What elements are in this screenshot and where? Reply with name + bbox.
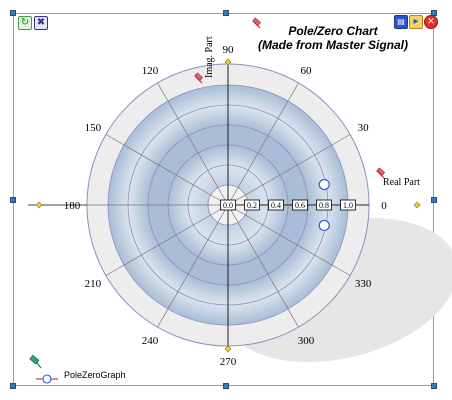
spoke-60 xyxy=(227,82,299,206)
angle-tick-150: 150 xyxy=(85,122,102,134)
axis-end-handle xyxy=(224,345,232,353)
resize-handle-bottom-right[interactable] xyxy=(431,383,437,389)
spoke-120 xyxy=(157,82,229,206)
radial-tick-0.0: 0.0 xyxy=(223,201,233,210)
fit-icon[interactable]: ✖ xyxy=(34,16,48,30)
save-icon[interactable]: ▤ xyxy=(394,15,408,29)
spoke-150 xyxy=(105,134,229,206)
spoke-210 xyxy=(105,204,229,276)
resize-handle-bottom[interactable] xyxy=(223,383,229,389)
spoke-300 xyxy=(227,204,299,328)
angle-tick-300: 300 xyxy=(298,335,315,347)
angle-tick-120: 120 xyxy=(142,65,159,77)
legend-pin-icon xyxy=(29,354,40,365)
resize-handle-top-left[interactable] xyxy=(10,10,16,16)
chart-subtitle: (Made from Master Signal) xyxy=(257,38,409,52)
chart-title: Pole/Zero Chart xyxy=(288,24,378,38)
radial-tick-0.2: 0.2 xyxy=(247,201,257,210)
resize-handle-bottom-left[interactable] xyxy=(10,383,16,389)
spoke-30 xyxy=(227,134,351,206)
pin-icon xyxy=(252,17,262,26)
close-icon[interactable]: ✕ xyxy=(424,15,438,29)
radial-tick-0.8: 0.8 xyxy=(319,201,329,210)
radial-tick-0.6: 0.6 xyxy=(295,201,305,210)
legend-entry-label: PoleZeroGraph xyxy=(64,370,126,380)
angle-tick-240: 240 xyxy=(142,335,159,347)
radial-tick-box-4 xyxy=(316,199,332,211)
spoke-240 xyxy=(157,204,229,328)
radial-tick-0.4: 0.4 xyxy=(271,201,281,210)
angle-tick-30: 30 xyxy=(358,122,370,134)
axis-end-handle xyxy=(413,201,421,209)
angle-tick-0: 0 xyxy=(381,200,387,212)
radial-tick-1.0: 1.0 xyxy=(343,201,353,210)
data-point-1 xyxy=(318,219,330,232)
resize-handle-top[interactable] xyxy=(223,10,229,16)
chart-title-block: Pole/Zero Chart (Made from Master Signal… xyxy=(238,24,428,52)
angle-tick-210: 210 xyxy=(85,278,102,290)
radial-tick-box-1 xyxy=(244,199,260,211)
angle-tick-60: 60 xyxy=(301,65,313,77)
radial-tick-box-3 xyxy=(292,199,308,211)
open-folder-icon[interactable]: ▸ xyxy=(409,15,423,29)
pin-icon xyxy=(194,72,204,81)
angle-tick-90: 90 xyxy=(223,44,235,56)
pin-icon xyxy=(376,167,386,176)
legend-pin-icon-needle xyxy=(36,362,42,369)
data-point-0 xyxy=(318,178,330,191)
radial-tick-box-2 xyxy=(268,199,284,211)
legend-marker-icon xyxy=(42,374,52,384)
angle-tick-330: 330 xyxy=(355,278,372,290)
refresh-icon[interactable]: ↻ xyxy=(18,16,32,30)
radial-tick-box-0 xyxy=(220,199,236,211)
angle-tick-180: 180 xyxy=(64,200,81,212)
spoke-330 xyxy=(227,204,351,276)
axis-end-handle xyxy=(35,201,43,209)
radial-tick-box-5 xyxy=(340,199,356,211)
real-part-label: Real Part xyxy=(383,177,420,188)
axis-end-handle xyxy=(224,58,232,66)
angle-tick-270: 270 xyxy=(220,356,237,368)
resize-handle-left[interactable] xyxy=(10,197,16,203)
imag-part-label: Imag. Part xyxy=(204,36,215,78)
resize-handle-right[interactable] xyxy=(431,197,437,203)
